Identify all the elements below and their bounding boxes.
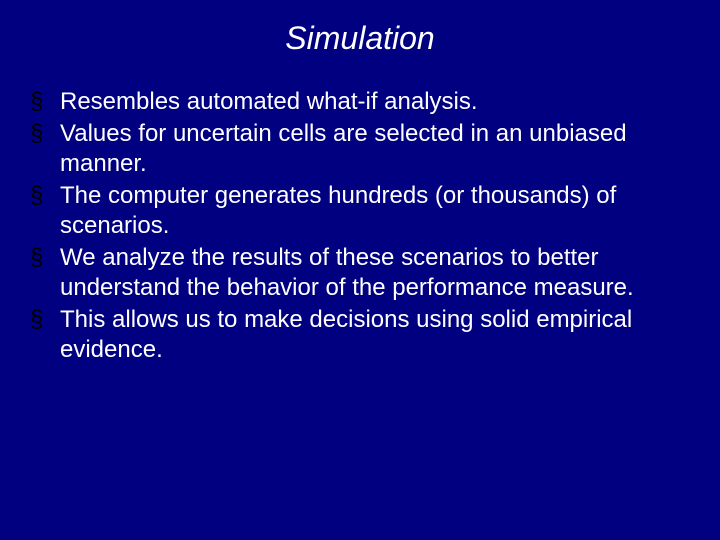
list-item: This allows us to make decisions using s… [30, 305, 690, 365]
list-item: Values for uncertain cells are selected … [30, 119, 690, 179]
slide: Simulation Resembles automated what-if a… [0, 0, 720, 540]
bullet-list: Resembles automated what-if analysis. Va… [30, 87, 690, 365]
list-item: We analyze the results of these scenario… [30, 243, 690, 303]
slide-title: Simulation [30, 20, 690, 57]
list-item: Resembles automated what-if analysis. [30, 87, 690, 117]
list-item: The computer generates hundreds (or thou… [30, 181, 690, 241]
